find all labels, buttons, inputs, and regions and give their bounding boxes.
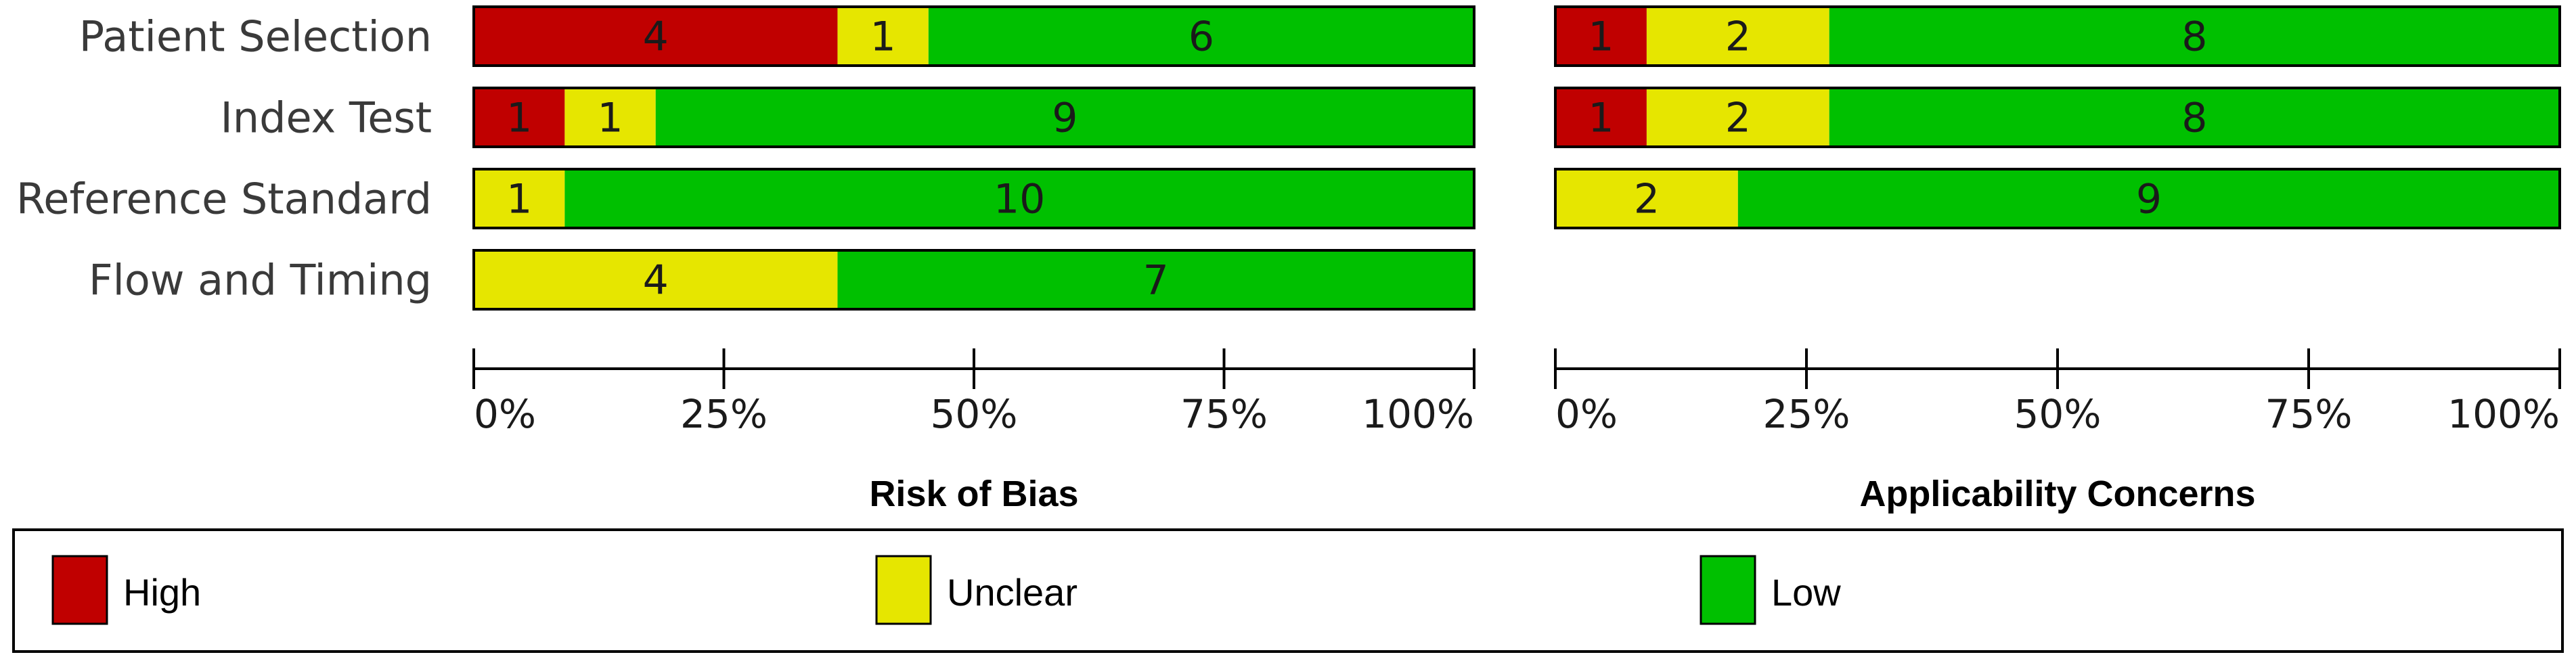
applicability-concerns-x-tick-label: 50% [2014, 391, 2102, 437]
risk-of-bias-panel-title: Risk of Bias [869, 474, 1078, 514]
applicability-concerns-segment-label-high: 1 [1588, 14, 1614, 61]
applicability-concerns-bar-segment-low [1829, 7, 2560, 66]
applicability-concerns-panel-title: Applicability Concerns [1859, 474, 2255, 514]
risk-of-bias-x-tick-label: 25% [680, 391, 768, 437]
applicability-concerns-bar-outline [1554, 87, 2561, 148]
applicability-concerns-bar-outline [1554, 5, 2561, 67]
legend-label-unclear: Unclear [947, 571, 1078, 614]
applicability-concerns-bar-segment-low [1829, 88, 2560, 147]
row-label-flow-and-timing: Flow and Timing [89, 256, 432, 305]
risk-of-bias-bar-outline [472, 87, 1475, 148]
applicability-concerns-x-tick-label: 75% [2265, 391, 2353, 437]
applicability-concerns-segment-label-unclear: 2 [1634, 176, 1660, 223]
applicability-concerns-x-tick-label: 100% [2447, 391, 2560, 437]
applicability-concerns-segment-label-low: 9 [2136, 176, 2162, 223]
risk-of-bias-bar-segment-low [655, 88, 1474, 147]
legend-label-low: Low [1771, 571, 1841, 614]
applicability-concerns-x-tick-label: 0% [1555, 391, 1618, 437]
applicability-concerns-bar-outline [1554, 168, 2561, 229]
risk-of-bias-segment-label-low: 7 [1143, 257, 1169, 304]
risk-of-bias-segment-label-unclear: 1 [597, 95, 623, 142]
applicability-concerns-bar-segment-high [1555, 88, 1647, 147]
applicability-concerns-bar-segment-unclear [1555, 169, 1738, 228]
applicability-concerns-segment-label-unclear: 2 [1725, 95, 1751, 142]
risk-of-bias-bar-segment-unclear [474, 169, 565, 228]
risk-of-bias-segment-label-unclear: 1 [506, 176, 532, 223]
legend-swatch-unclear [875, 555, 932, 625]
applicability-concerns-segment-label-high: 1 [1588, 95, 1614, 142]
risk-of-bias-bar-segment-low [837, 250, 1474, 309]
risk-of-bias-bar-outline [472, 168, 1475, 229]
legend-swatch-low [1700, 555, 1756, 625]
risk-of-bias-x-tick-label: 100% [1362, 391, 1474, 437]
legend-box [12, 528, 2564, 653]
risk-of-bias-segment-label-low: 10 [994, 176, 1045, 223]
risk-of-bias-segment-label-high: 1 [506, 95, 532, 142]
row-label-reference-standard: Reference Standard [16, 175, 432, 224]
risk-of-bias-bar-segment-low [564, 169, 1474, 228]
risk-of-bias-segment-label-low: 6 [1189, 14, 1214, 61]
risk-of-bias-bar-segment-high [474, 88, 565, 147]
risk-of-bias-bar-segment-unclear [474, 250, 838, 309]
row-label-patient-selection: Patient Selection [79, 12, 432, 62]
risk-of-bias-bar-segment-unclear [837, 7, 929, 66]
applicability-concerns-bar-segment-low [1737, 169, 2560, 228]
risk-of-bias-x-tick-label: 75% [1180, 391, 1268, 437]
risk-of-bias-x-tick-label: 50% [931, 391, 1018, 437]
legend-swatch-high [51, 555, 108, 625]
applicability-concerns-segment-label-unclear: 2 [1725, 14, 1751, 61]
risk-of-bias-segment-label-unclear: 4 [643, 257, 669, 304]
risk-of-bias-segment-label-high: 4 [643, 14, 669, 61]
applicability-concerns-bar-segment-high [1555, 7, 1647, 66]
legend-label-high: High [123, 571, 201, 614]
applicability-concerns-bar-segment-unclear [1646, 7, 1829, 66]
applicability-concerns-x-tick-label: 25% [1763, 391, 1850, 437]
risk-of-bias-bar-segment-unclear [564, 88, 656, 147]
risk-of-bias-bar-outline [472, 249, 1475, 311]
risk-of-bias-bar-segment-low [928, 7, 1474, 66]
risk-of-bias-segment-label-low: 9 [1052, 95, 1078, 142]
applicability-concerns-segment-label-low: 8 [2181, 95, 2207, 142]
applicability-concerns-segment-label-low: 8 [2181, 14, 2207, 61]
applicability-concerns-bar-segment-unclear [1646, 88, 1829, 147]
risk-of-bias-bar-segment-high [474, 7, 838, 66]
risk-of-bias-bar-outline [472, 5, 1475, 67]
risk-of-bias-segment-label-unclear: 1 [870, 14, 896, 61]
row-label-index-test: Index Test [221, 93, 432, 143]
risk-of-bias-x-tick-label: 0% [474, 391, 536, 437]
